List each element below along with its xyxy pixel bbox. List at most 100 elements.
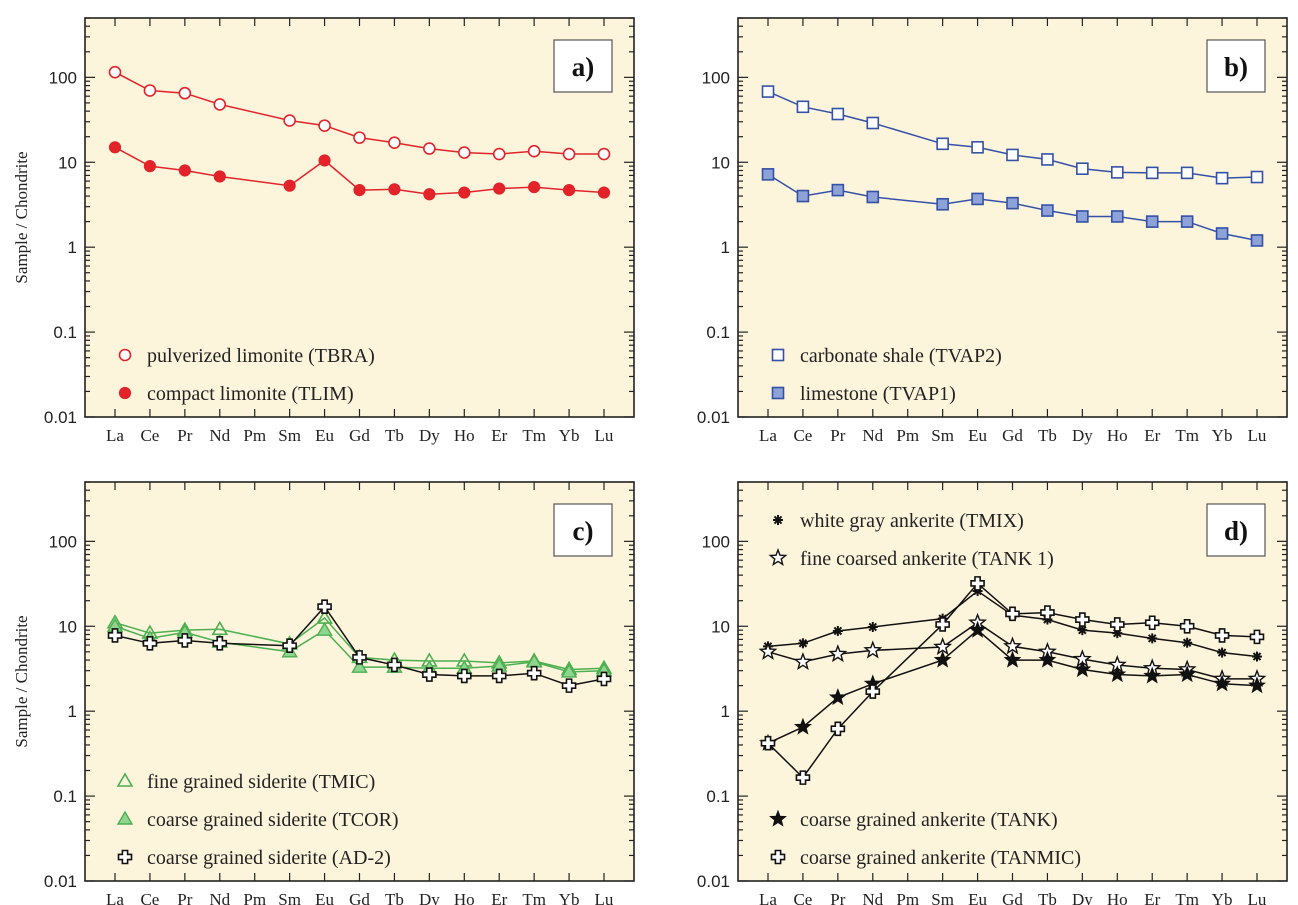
series-3	[107, 599, 612, 693]
y-tick-label: 100	[49, 68, 77, 87]
legend-marker	[118, 386, 132, 400]
data-point	[866, 190, 880, 204]
y-tick-label: 1	[721, 702, 730, 721]
x-tick-label: Pm	[243, 426, 266, 445]
y-tick-label: 1	[721, 238, 730, 257]
plot-area	[738, 18, 1287, 417]
legend-label: fine grained siderite (TMIC)	[147, 771, 375, 793]
y-tick-label: 100	[702, 68, 730, 87]
x-tick-label: La	[759, 426, 777, 445]
x-tick-label: Lu	[595, 890, 614, 905]
data-point	[865, 684, 881, 699]
y-tick-label: 0.1	[706, 323, 730, 342]
data-point	[1248, 676, 1266, 694]
data-point	[863, 640, 883, 659]
data-point	[108, 65, 122, 79]
data-point	[1144, 615, 1160, 631]
data-point	[1145, 215, 1159, 228]
series-2	[108, 141, 611, 201]
data-point	[971, 192, 984, 206]
x-tick-label: Lu	[595, 426, 614, 445]
data-point	[562, 184, 576, 197]
data-point	[1215, 171, 1229, 185]
data-point	[1005, 606, 1020, 622]
y-tick-label: 0.01	[697, 872, 730, 891]
x-tick-label: Er	[1144, 426, 1160, 445]
x-tick-label: Yb	[559, 890, 580, 905]
data-point	[1178, 665, 1197, 683]
x-tick-label: Er	[491, 426, 507, 445]
x-tick-label: Eu	[968, 426, 987, 445]
data-point	[933, 637, 953, 656]
y-tick-label: 10	[58, 153, 77, 172]
data-point	[1003, 650, 1022, 668]
data-point	[352, 650, 367, 665]
x-tick-label: Ce	[793, 426, 812, 445]
data-point	[1110, 166, 1124, 179]
series-4	[760, 576, 1265, 785]
plot-area	[85, 482, 634, 881]
data-point	[493, 182, 506, 195]
x-tick-label: Pr	[177, 426, 192, 445]
x-tick-label: Ho	[1107, 426, 1128, 445]
legend-marker	[773, 515, 783, 525]
data-point	[456, 668, 472, 684]
legend-marker	[770, 849, 786, 865]
x-tick-label: La	[106, 426, 124, 445]
data-point	[283, 179, 296, 192]
data-point	[867, 622, 878, 633]
x-tick-label: Yb	[559, 426, 580, 445]
data-point	[1143, 666, 1162, 684]
y-tick-label: 1	[68, 702, 77, 721]
series-line	[767, 590, 1258, 658]
data-point	[830, 721, 846, 737]
plot-frame	[737, 17, 1288, 418]
x-tick-label: Sm	[931, 890, 954, 905]
y-tick-label: 10	[711, 617, 730, 636]
x-tick-label: Eu	[968, 890, 987, 905]
chart-panel-c: 0.01 0.1 1 10 100 La Ce Pr Nd Pm Sm Eu Gd Tb Dy Ho Er Tm Y…	[12, 481, 635, 905]
x-tick-label: Tm	[1175, 890, 1199, 905]
data-point	[1182, 637, 1193, 648]
data-point	[1147, 633, 1158, 644]
x-tick-label: Dy	[1072, 890, 1093, 905]
y-axis-label: Sample / Chondrite	[12, 615, 31, 747]
data-point	[526, 665, 542, 681]
data-point	[1038, 650, 1057, 668]
data-point	[971, 141, 984, 154]
data-point	[933, 650, 952, 668]
data-point	[491, 668, 507, 684]
data-point	[143, 160, 157, 173]
data-point	[761, 168, 775, 181]
data-point	[353, 184, 366, 197]
data-point	[793, 717, 812, 735]
legend-marker	[768, 548, 788, 567]
x-tick-label: Dy	[419, 890, 440, 905]
legend-label: coarse grained ankerite (TANK)	[800, 809, 1058, 831]
panel-label: d)	[1224, 516, 1248, 546]
x-tick-label: Ho	[454, 890, 475, 905]
x-tick-label: Pr	[177, 890, 192, 905]
data-point	[935, 617, 950, 632]
x-tick-label: La	[759, 890, 777, 905]
data-point	[1180, 166, 1194, 180]
panel-label-box	[553, 503, 613, 557]
data-point	[388, 183, 401, 196]
panel-label-box	[1206, 39, 1266, 93]
y-tick-label: 0.1	[53, 323, 77, 342]
data-point	[828, 644, 848, 663]
x-tick-label: Eu	[315, 890, 334, 905]
data-point	[1250, 234, 1264, 247]
x-tick-label: Sm	[931, 426, 954, 445]
panel-label-box	[1206, 503, 1266, 557]
x-tick-label: Sm	[278, 426, 301, 445]
data-point	[388, 136, 401, 149]
y-tick-label: 0.01	[697, 408, 730, 427]
legend-label: fine coarsed ankerite (TANK 1)	[800, 548, 1054, 570]
chart-panel-a: 0.01 0.1 1 10 100 La Ce Pr Nd Pm Sm Eu Gd Tb Dy Ho Er Tm Y…	[12, 17, 635, 445]
data-point	[970, 576, 985, 591]
x-tick-label: Nd	[862, 890, 883, 905]
data-point	[423, 142, 436, 155]
x-tick-label: Gd	[1002, 426, 1023, 445]
data-point	[1076, 210, 1089, 223]
